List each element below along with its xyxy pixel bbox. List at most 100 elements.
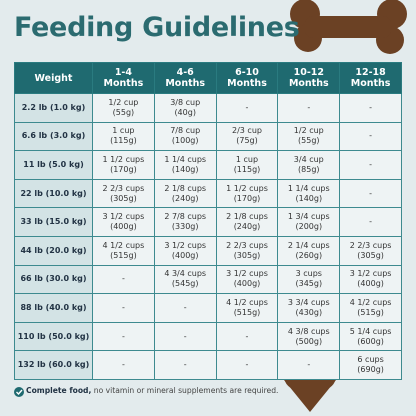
cell-text: 1 1/4 cups bbox=[164, 154, 207, 164]
weight-cell: 2.2 lb (1.0 kg) bbox=[14, 93, 93, 123]
title: Feeding Guidelines bbox=[14, 12, 300, 43]
cell-text: (240g) bbox=[233, 222, 261, 232]
amount-cell: 6 cups (690g) bbox=[339, 350, 402, 380]
column-header: 12-18 Months bbox=[339, 62, 402, 94]
cell-text: (500g) bbox=[295, 336, 323, 346]
cell-text: 1 cup bbox=[235, 154, 259, 164]
cell-text: 7/8 cup bbox=[170, 126, 201, 136]
amount-cell: 2 1/8 cups (240g) bbox=[153, 178, 217, 209]
cell-text: - bbox=[369, 102, 373, 112]
cell-text: (400g) bbox=[357, 279, 384, 289]
amount-cell: - bbox=[92, 264, 155, 295]
table-row: 11 lb (5.0 kg) 1 1/2 cups (170g) 1 1/4 cups… bbox=[14, 150, 402, 180]
weight-cell: 88 lb (40.0 kg) bbox=[14, 293, 93, 323]
amount-cell: - bbox=[215, 93, 279, 123]
amount-cell: 3 3/4 cups (430g) bbox=[277, 293, 341, 323]
cell-text: 2 1/8 cups bbox=[164, 183, 207, 193]
cell-text: - bbox=[245, 360, 249, 370]
cell-text: (100g) bbox=[171, 136, 199, 146]
cell-text: 2 2/3 cups bbox=[349, 240, 392, 250]
cell-text: (305g) bbox=[233, 250, 261, 260]
column-header: 6-10 Months bbox=[215, 62, 279, 94]
cell-text: 132 lb (60.0 kg) bbox=[17, 360, 90, 370]
cell-text: 33 lb (15.0 kg) bbox=[20, 217, 87, 227]
amount-cell: 4 3/4 cups (545g) bbox=[153, 264, 217, 295]
cell-text: (305g) bbox=[110, 193, 137, 203]
cell-text: 3 1/2 cups bbox=[102, 212, 145, 222]
amount-cell: 1/2 cup (55g) bbox=[277, 121, 341, 152]
amount-cell: - bbox=[339, 93, 402, 123]
weight-cell: 44 lb (20.0 kg) bbox=[14, 235, 93, 266]
amount-cell: 2 1/4 cups (260g) bbox=[277, 235, 341, 266]
cell-text: 110 lb (50.0 kg) bbox=[17, 331, 90, 341]
table-row: 132 lb (60.0 kg) - - - - 6 cups (690g) bbox=[14, 350, 402, 380]
amount-cell: - bbox=[153, 321, 217, 352]
cell-text: 1 1/4 cups bbox=[287, 183, 330, 193]
amount-cell: 7/8 cup (100g) bbox=[153, 121, 217, 152]
table-row: 22 lb (10.0 kg) 2 2/3 cups (305g) 2 1/8 cup… bbox=[14, 178, 402, 209]
weight-cell: 66 lb (30.0 kg) bbox=[14, 264, 93, 295]
cell-text: - bbox=[183, 360, 187, 370]
cell-text: (515g) bbox=[110, 250, 137, 260]
header-text: 12-18 bbox=[355, 67, 386, 78]
cell-text: - bbox=[121, 302, 125, 312]
cell-text: 1 1/2 cups bbox=[226, 183, 268, 193]
table-row: 44 lb (20.0 kg) 4 1/2 cups (515g) 3 1/2 cup… bbox=[14, 235, 402, 266]
amount-cell: 3/4 cup (85g) bbox=[277, 150, 341, 180]
cell-text: (40g) bbox=[174, 107, 196, 117]
cell-text: 1/2 cup bbox=[293, 126, 324, 136]
header-text: Months bbox=[165, 78, 206, 89]
header-row: Weight 1-4 Months 4-6 Months 6-10 Months 10-12 M… bbox=[14, 62, 402, 94]
cell-text: 88 lb (40.0 kg) bbox=[20, 302, 87, 312]
cell-text: (400g) bbox=[233, 279, 261, 289]
table-row: 88 lb (40.0 kg) - -4 1/2 cups (515g) 3 3/4 c… bbox=[14, 293, 402, 323]
table-row: 66 lb (30.0 kg) -4 3/4 cups (545g) 3 1/2 cu… bbox=[14, 264, 402, 295]
amount-cell: 3 1/2 cups (400g) bbox=[215, 264, 279, 295]
cell-text: (170g) bbox=[110, 164, 137, 174]
header-text: 6-10 bbox=[235, 67, 259, 78]
amount-cell: - bbox=[92, 350, 155, 380]
amount-cell: - bbox=[339, 121, 402, 152]
header-text: Weight bbox=[34, 72, 73, 84]
cell-text: 4 3/4 cups bbox=[164, 269, 207, 279]
cell-text: - bbox=[245, 102, 249, 112]
amount-cell: 4 1/2 cups (515g) bbox=[339, 293, 402, 323]
amount-cell: 2 2/3 cups (305g) bbox=[92, 178, 155, 209]
cell-text: 2.2 lb (1.0 kg) bbox=[21, 102, 86, 112]
amount-cell: 1/2 cup (55g) bbox=[92, 93, 155, 123]
cell-text: (260g) bbox=[295, 250, 323, 260]
amount-cell: 2 1/8 cups (240g) bbox=[215, 207, 279, 237]
amount-cell: 1 cup (115g) bbox=[215, 150, 279, 180]
cell-text: 5 1/4 cups bbox=[349, 326, 392, 336]
cell-text: (330g) bbox=[171, 222, 199, 232]
cell-text: 3/4 cup bbox=[293, 154, 324, 164]
amount-cell: - bbox=[92, 321, 155, 352]
cell-text: 4 1/2 cups bbox=[226, 297, 268, 307]
cell-text: (115g) bbox=[110, 136, 137, 146]
column-header: Weight bbox=[14, 62, 93, 94]
cell-text: 4 1/2 cups bbox=[349, 297, 392, 307]
header-text: 10-12 bbox=[293, 67, 324, 78]
cell-text: 2 1/8 cups bbox=[226, 212, 268, 222]
amount-cell: 4 3/8 cups (500g) bbox=[277, 321, 341, 352]
table-row: 110 lb (50.0 kg) - - -4 3/8 cups (500g) 5 1/4… bbox=[14, 321, 402, 352]
cell-text: 6 cups bbox=[357, 355, 384, 365]
cell-text: (55g) bbox=[112, 107, 135, 117]
cell-text: (545g) bbox=[171, 279, 199, 289]
cell-text: (305g) bbox=[357, 250, 384, 260]
cell-text: (240g) bbox=[171, 193, 199, 203]
cell-text: - bbox=[369, 217, 373, 227]
cell-text: 1/2 cup bbox=[108, 97, 139, 107]
cell-text: (400g) bbox=[110, 222, 137, 232]
amount-cell: - bbox=[277, 93, 341, 123]
header-text: 1-4 bbox=[114, 67, 132, 78]
amount-cell: - bbox=[215, 321, 279, 352]
cell-text: 2 2/3 cups bbox=[102, 183, 145, 193]
cell-text: - bbox=[307, 360, 311, 370]
footer: Complete food, no vitamin or mineral sup… bbox=[14, 386, 278, 395]
cell-text: (400g) bbox=[171, 250, 199, 260]
amount-cell: 3 1/2 cups (400g) bbox=[153, 235, 217, 266]
table-row: 6.6 lb (3.0 kg) 1 cup (115g) 7/8 cup (100g) 2… bbox=[14, 121, 402, 152]
cell-text: 44 lb (20.0 kg) bbox=[20, 245, 87, 255]
